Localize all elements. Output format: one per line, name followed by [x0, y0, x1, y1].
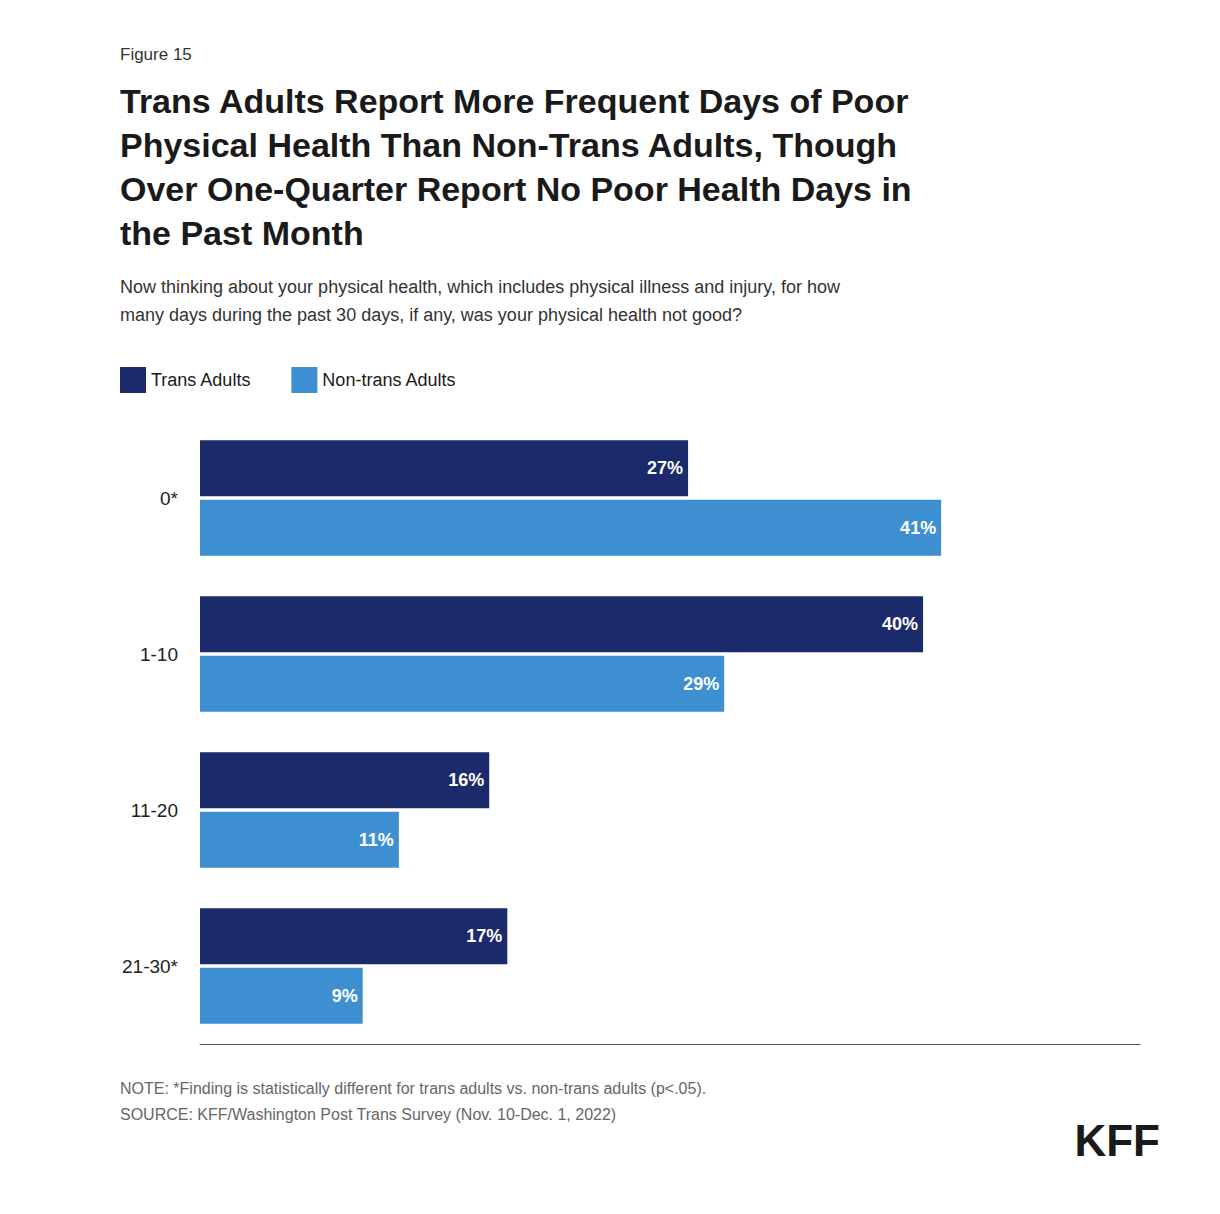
- svg-text:0*: 0*: [160, 488, 179, 509]
- svg-text:Now thinking about your physic: Now thinking about your physical health,…: [120, 277, 841, 297]
- svg-text:11%: 11%: [359, 830, 394, 850]
- svg-text:16%: 16%: [448, 770, 484, 790]
- svg-text:29%: 29%: [683, 674, 719, 694]
- svg-text:Over One-Quarter Report No Poo: Over One-Quarter Report No Poor Health D…: [120, 170, 912, 208]
- svg-text:27%: 27%: [647, 458, 683, 478]
- svg-text:SOURCE: KFF/Washington Post Tr: SOURCE: KFF/Washington Post Trans Survey…: [120, 1106, 616, 1123]
- svg-text:41%: 41%: [900, 518, 936, 538]
- svg-text:1-10: 1-10: [140, 644, 178, 665]
- svg-text:9%: 9%: [332, 986, 358, 1006]
- svg-text:many days during the past 30 d: many days during the past 30 days, if an…: [120, 305, 742, 325]
- svg-text:11-20: 11-20: [131, 800, 178, 821]
- svg-text:KFF: KFF: [1074, 1116, 1160, 1165]
- svg-text:Non-trans Adults: Non-trans Adults: [322, 370, 455, 390]
- svg-text:21-30*: 21-30*: [122, 956, 179, 977]
- svg-text:Trans Adults: Trans Adults: [151, 370, 250, 390]
- svg-text:Figure 15: Figure 15: [120, 45, 192, 64]
- svg-text:Trans Adults Report More Frequ: Trans Adults Report More Frequent Days o…: [120, 82, 908, 120]
- svg-text:40%: 40%: [882, 614, 918, 634]
- svg-text:NOTE: *Finding is statisticall: NOTE: *Finding is statistically differen…: [120, 1080, 706, 1097]
- svg-text:Physical Health Than Non-Trans: Physical Health Than Non-Trans Adults, T…: [120, 126, 897, 164]
- svg-text:17%: 17%: [466, 926, 502, 946]
- svg-text:the Past Month: the Past Month: [120, 214, 364, 252]
